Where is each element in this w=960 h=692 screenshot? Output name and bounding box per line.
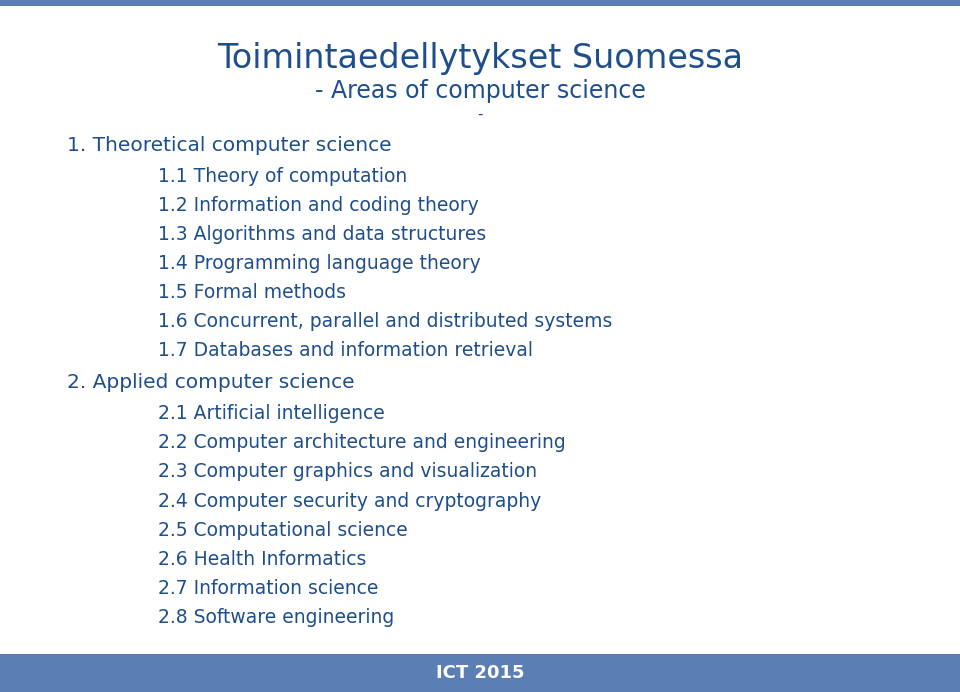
- Text: 2.2 Computer architecture and engineering: 2.2 Computer architecture and engineerin…: [158, 433, 566, 453]
- Bar: [0, 654, 960, 692]
- Text: - Areas of computer science: - Areas of computer science: [315, 80, 645, 103]
- Text: 1.2 Information and coding theory: 1.2 Information and coding theory: [158, 196, 479, 215]
- Text: 1.5 Formal methods: 1.5 Formal methods: [158, 283, 347, 302]
- Text: 2.4 Computer security and cryptography: 2.4 Computer security and cryptography: [158, 491, 541, 511]
- Text: 1.1 Theory of computation: 1.1 Theory of computation: [158, 167, 408, 186]
- Bar: [0, 0, 960, 6]
- Text: 1.6 Concurrent, parallel and distributed systems: 1.6 Concurrent, parallel and distributed…: [158, 312, 612, 331]
- Text: ICT 2015: ICT 2015: [436, 664, 524, 682]
- Text: 2.3 Computer graphics and visualization: 2.3 Computer graphics and visualization: [158, 462, 538, 482]
- Text: 1.3 Algorithms and data structures: 1.3 Algorithms and data structures: [158, 225, 487, 244]
- Text: 2. Applied computer science: 2. Applied computer science: [67, 373, 355, 392]
- Text: 1. Theoretical computer science: 1. Theoretical computer science: [67, 136, 392, 155]
- Text: 2.6 Health Informatics: 2.6 Health Informatics: [158, 549, 367, 569]
- Text: 2.8 Software engineering: 2.8 Software engineering: [158, 608, 395, 627]
- Text: 2.1 Artificial intelligence: 2.1 Artificial intelligence: [158, 404, 385, 424]
- Text: -: -: [477, 107, 483, 122]
- Text: 2.7 Information science: 2.7 Information science: [158, 579, 379, 598]
- Text: Toimintaedellytykset Suomessa: Toimintaedellytykset Suomessa: [217, 42, 743, 75]
- Text: 2.5 Computational science: 2.5 Computational science: [158, 520, 408, 540]
- Text: 1.7 Databases and information retrieval: 1.7 Databases and information retrieval: [158, 341, 534, 361]
- Text: 1.4 Programming language theory: 1.4 Programming language theory: [158, 254, 481, 273]
